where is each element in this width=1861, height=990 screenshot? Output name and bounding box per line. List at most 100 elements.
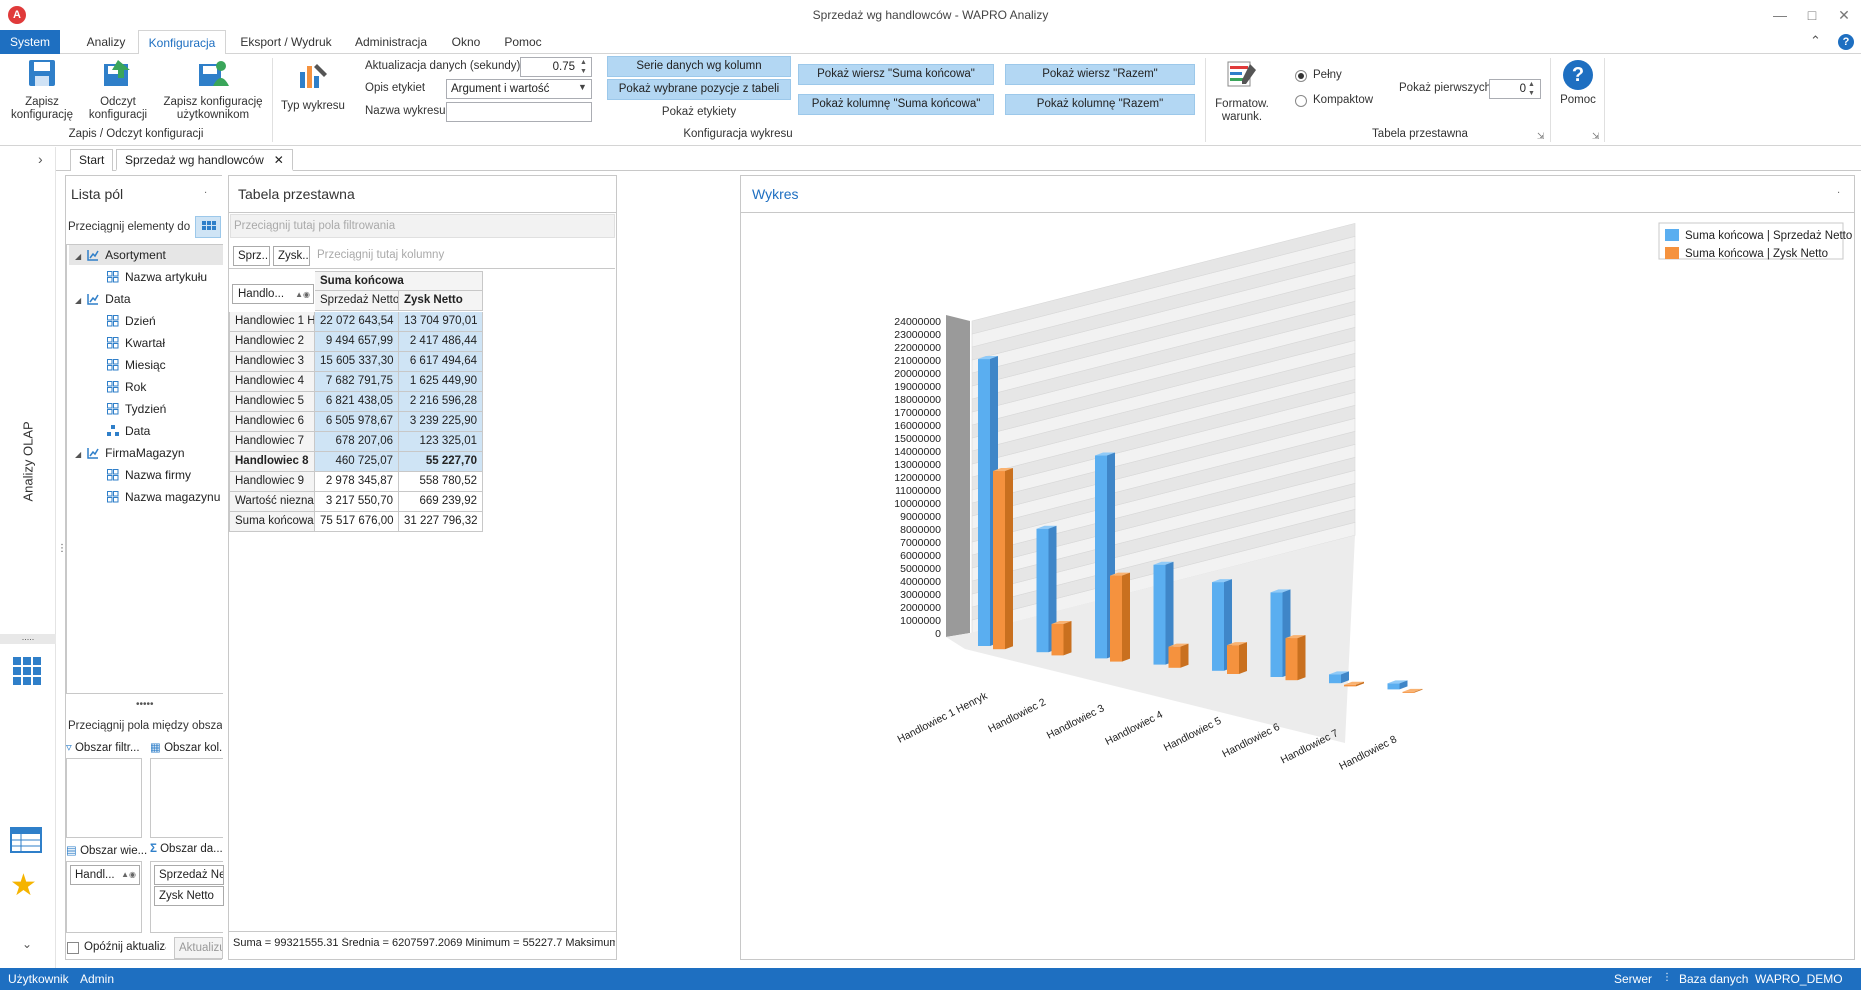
show-row-razem-button[interactable]: Pokaż wiersz "Razem" (1005, 64, 1195, 85)
table-cell[interactable]: 558 780,52 (399, 472, 483, 492)
favorites-star-icon[interactable]: ★ (10, 869, 37, 902)
tab-system[interactable]: System (0, 30, 60, 54)
table-cell[interactable]: 6 821 438,05 (315, 392, 399, 412)
help-button[interactable]: ? Pomoc (1556, 60, 1600, 107)
update-interval-input[interactable]: 0.75 (520, 57, 592, 77)
save-user-config-button[interactable]: Zapisz konfigurację użytkownikom (158, 58, 268, 122)
show-col-total-button[interactable]: Pokaż kolumnę "Suma końcowa" (798, 94, 994, 115)
data-field-zysk[interactable]: Zysk Netto (154, 886, 224, 906)
tab-sprzedaz[interactable]: Sprzedaż wg handlowców ✕ (116, 149, 293, 171)
conditional-format-button[interactable]: Formatow. warunk. (1210, 58, 1274, 124)
delay-update-checkbox[interactable] (67, 942, 79, 954)
tab-eksport[interactable]: Eksport / Wydruk (240, 35, 332, 49)
side-splitter[interactable]: ..... (0, 633, 56, 644)
close-tab-icon[interactable]: ✕ (273, 153, 284, 167)
tree-field-item[interactable]: Rok (107, 378, 146, 396)
tree-field-item[interactable]: Nazwa artykułu (107, 268, 207, 286)
collapse-ribbon-icon[interactable]: ⌃ (1810, 33, 1821, 48)
table-cell[interactable]: 55 227,70 (399, 452, 483, 472)
pin-icon[interactable]: ‧ (204, 188, 208, 199)
tree-field-item[interactable]: Dzień (107, 312, 156, 330)
expand-side-icon[interactable]: › (38, 151, 43, 167)
minimize-icon[interactable]: — (1773, 7, 1787, 23)
update-button[interactable]: Aktualizuj (174, 937, 223, 959)
tree-field-item[interactable]: Kwartał (107, 334, 165, 352)
filter-drop-zone[interactable]: Przeciągnij tutaj pola filtrowania (230, 214, 615, 238)
spin-icon-2[interactable]: ▲ ▼ (1528, 81, 1535, 97)
tree-field-item[interactable]: Tydzień (107, 400, 166, 418)
radio-compact[interactable] (1295, 95, 1307, 107)
chart-type-button[interactable]: Typ wykresu (278, 60, 348, 113)
maximize-icon[interactable]: □ (1807, 7, 1817, 23)
table-cell[interactable]: 6 505 978,67 (315, 412, 399, 432)
data-button-sprzedaz[interactable]: Sprz... (233, 246, 270, 266)
row-field-handlowiec[interactable]: Handl... ▲◉ (70, 865, 140, 885)
dialog-launcher-icon-2[interactable]: ⇲ (1592, 131, 1600, 141)
chart-pin-icon[interactable]: ‧ (1837, 188, 1841, 199)
read-config-button[interactable]: Odczyt konfiguracji (82, 58, 154, 122)
dialog-launcher-icon[interactable]: ⇲ (1537, 131, 1545, 141)
table-cell[interactable]: 22 072 643,54 (315, 312, 399, 332)
tab-pomoc[interactable]: Pomoc (504, 35, 542, 49)
table-cell[interactable]: 15 605 337,30 (315, 352, 399, 372)
table-cell[interactable]: 2 978 345,87 (315, 472, 399, 492)
data-button-zysk[interactable]: Zysk... (273, 246, 310, 266)
tab-start[interactable]: Start (70, 149, 114, 171)
table-cell[interactable]: 678 207,06 (315, 432, 399, 452)
tab-analizy[interactable]: Analizy (86, 35, 126, 49)
table-cell[interactable]: 7 682 791,75 (315, 372, 399, 392)
sort-filter-icon[interactable]: ▲◉ (295, 290, 310, 299)
splitter-handle[interactable]: ••••• (136, 699, 154, 710)
tree-group-item[interactable]: ◢ FirmaMagazyn (75, 444, 185, 462)
layout-toggle-button[interactable] (195, 216, 221, 238)
table-cell[interactable]: 75 517 676,00 (315, 512, 399, 532)
table-cell[interactable]: 2 417 486,44 (399, 332, 483, 352)
side-label-olap[interactable]: Analizy OLAP (20, 421, 36, 502)
data-field-sprzedaz[interactable]: Sprzedaż Ne... (154, 865, 224, 885)
table-cell[interactable]: 669 239,92 (399, 492, 483, 512)
show-selected-button[interactable]: Pokaż wybrane pozycje z tabeli (607, 79, 791, 100)
table-cell[interactable]: 2 216 596,28 (399, 392, 483, 412)
table-cell[interactable]: 3 239 225,90 (399, 412, 483, 432)
tab-administracja[interactable]: Administracja (354, 35, 428, 49)
row-header-button[interactable]: Handlo... ▲◉ (232, 284, 314, 304)
save-config-button[interactable]: Zapisz konfigurację (4, 58, 80, 122)
tree-field-item[interactable]: Nazwa magazynu (107, 488, 220, 506)
grid-view-icon[interactable] (12, 656, 42, 686)
expand-arrow-icon[interactable]: ◢ (75, 296, 82, 305)
tab-konfiguracja[interactable]: Konfiguracja (138, 30, 226, 55)
table-cell[interactable]: 9 494 657,99 (315, 332, 399, 352)
table-view-icon[interactable] (10, 827, 42, 853)
labels-desc-select[interactable]: Argument i wartość (446, 79, 592, 99)
show-col-razem-button[interactable]: Pokaż kolumnę "Razem" (1005, 94, 1195, 115)
show-labels-button[interactable]: Pokaż etykiety (661, 106, 737, 118)
help-small-icon[interactable]: ? (1838, 34, 1854, 50)
tree-group-item[interactable]: ◢ Asortyment (75, 246, 166, 264)
spin-icon[interactable]: ▲ ▼ (580, 59, 587, 75)
tree-group-item[interactable]: ◢ Data (75, 290, 131, 308)
expand-arrow-icon[interactable]: ◢ (75, 252, 82, 261)
table-cell[interactable]: 6 617 494,64 (399, 352, 483, 372)
tree-field-item[interactable]: Data (107, 422, 150, 440)
area-filter-box[interactable] (66, 758, 142, 838)
chevron-down-side-icon[interactable]: ⌄ (22, 937, 33, 951)
table-cell[interactable]: 123 325,01 (399, 432, 483, 452)
area-cols-box[interactable] (150, 758, 223, 838)
tab-okno[interactable]: Okno (451, 35, 481, 49)
table-cell[interactable]: 13 704 970,01 (399, 312, 483, 332)
table-cell[interactable]: 31 227 796,32 (399, 512, 483, 532)
table-cell[interactable]: 460 725,07 (315, 452, 399, 472)
splitter-dots-icon[interactable]: ⋮ (57, 543, 67, 554)
chevron-down-icon[interactable]: ▼ (578, 82, 587, 92)
series-by-columns-button[interactable]: Serie danych wg kolumn (607, 56, 791, 77)
column-drop-zone[interactable]: Przeciągnij tutaj kolumny (317, 249, 445, 261)
table-cell[interactable]: 1 625 449,90 (399, 372, 483, 392)
show-first-input[interactable]: 0 (1489, 79, 1541, 99)
area-data-box[interactable]: Sprzedaż Ne... Zysk Netto (150, 861, 224, 933)
expand-arrow-icon[interactable]: ◢ (75, 450, 82, 459)
tree-field-item[interactable]: Nazwa firmy (107, 466, 191, 484)
table-cell[interactable]: 3 217 550,70 (315, 492, 399, 512)
chart-name-input[interactable] (446, 102, 592, 122)
close-window-icon[interactable]: ✕ (1838, 7, 1850, 23)
show-row-total-button[interactable]: Pokaż wiersz "Suma końcowa" (798, 64, 994, 85)
